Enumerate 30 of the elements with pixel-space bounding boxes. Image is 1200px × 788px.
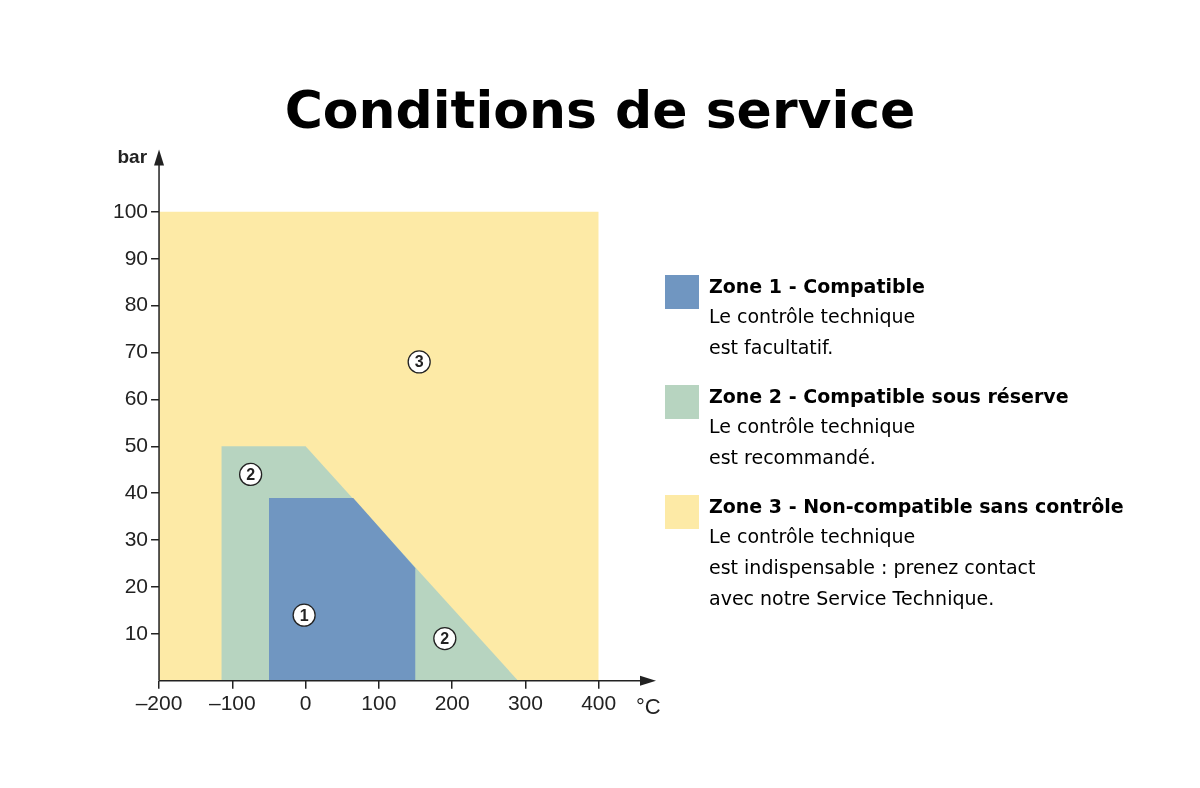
y-tick-label: 40 [124,480,149,504]
y-tick-label: 60 [124,386,149,410]
x-tick-label: 300 [507,691,543,715]
y-tick-label: 10 [124,620,149,644]
legend-label: Zone 3 - Non-compatible sans contrôle [709,495,1124,517]
y-axis-title: bar [117,145,148,167]
x-tick-label: 400 [581,691,617,715]
legend-label: Zone 1 - Compatible [709,275,926,297]
y-tick-label: 50 [124,433,149,457]
y-tick-label: 80 [124,292,149,316]
y-tick-label: 30 [124,526,149,550]
x-tick-label: 200 [434,691,470,715]
y-tick-label: 70 [124,339,149,363]
x-tick-label: 100 [361,691,397,715]
y-tick-label: 20 [124,573,149,597]
legend-label: Zone 2 - Compatible sous réserve [709,385,1069,407]
y-tick-label: 90 [124,245,149,269]
text: Le contrôle technique est facultatif. [709,304,917,360]
annotation: 2 [440,630,450,647]
x-tick-label: –100 [208,691,256,715]
text: Le contrôle technique est indispensable : prenez contact avec notre Service Technique. [709,524,1037,611]
annotation: 2 [246,465,256,483]
x-tick-label: 0 [299,691,312,715]
annotation: 1 [299,606,309,624]
chart-title: Conditions de service [283,80,917,140]
y-tick-label: 100 [112,198,149,222]
annotation: 3 [414,353,424,371]
x-tick-label: –200 [135,691,183,715]
text: Le contrôle technique est recommandé. [709,414,917,470]
x-axis-title: °C [636,693,661,719]
